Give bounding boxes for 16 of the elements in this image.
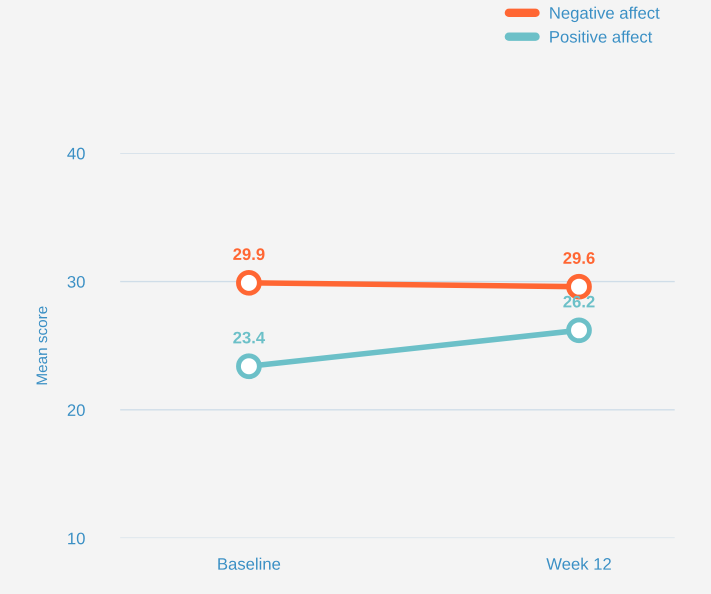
data-label: 29.9 [233,248,265,260]
y-axis-title: Mean score [36,306,48,384]
y-tick-label: 20 [68,404,85,416]
y-tick-label: 40 [67,148,85,160]
point [566,317,592,344]
legend-label: Negative affect [550,6,660,22]
point [236,270,262,296]
x-tick-label: Baseline [218,558,280,570]
x-tick-label: Week 12 [546,558,611,570]
data-label: 29.6 [563,252,595,264]
y-tick-label: 30 [68,276,85,288]
data-label: 26.2 [563,296,595,308]
data-label: 23.4 [233,332,266,344]
legend-label: Positive affect [550,30,652,43]
point [236,353,262,380]
y-tick-label: 10 [68,532,85,544]
